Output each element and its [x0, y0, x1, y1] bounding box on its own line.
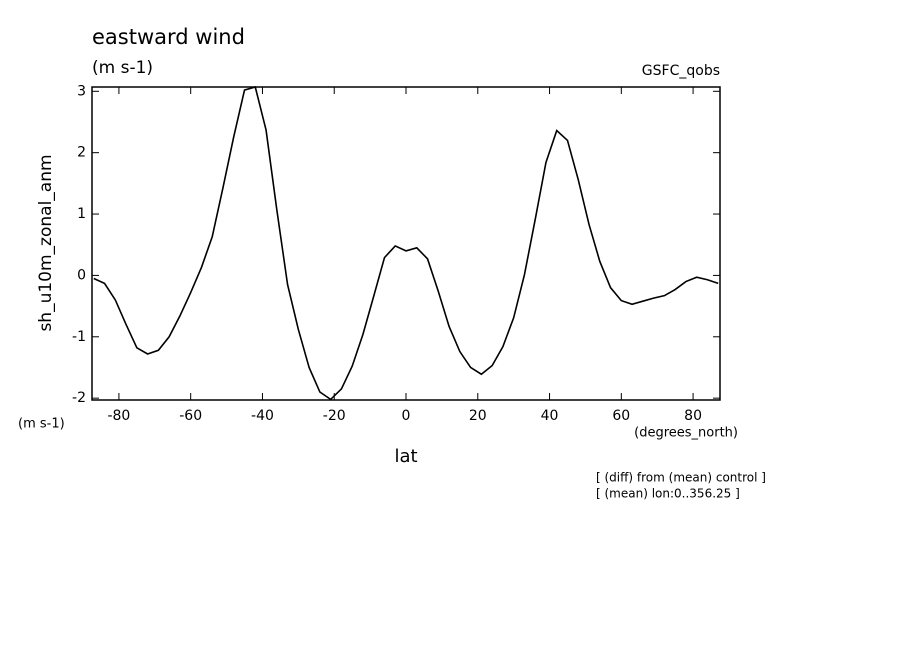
y-units: (m s-1) — [18, 417, 65, 432]
y-axis-label: sh_u10m_zonal_anm — [36, 154, 56, 331]
note: [ (mean) lon:0..356.25 ] — [596, 487, 740, 501]
chart-title: eastward wind — [92, 25, 245, 49]
x-tick-label: 0 — [402, 408, 411, 424]
note: [ (diff) from (mean) control ] — [596, 471, 766, 485]
x-axis-label: lat — [394, 446, 417, 467]
y-tick-label: -2 — [72, 390, 86, 406]
data-line — [93, 86, 719, 401]
x-tick-label: -80 — [107, 408, 130, 424]
x-tick-label: -60 — [179, 408, 202, 424]
x-tick-label: 20 — [469, 408, 487, 424]
y-tick-label: -1 — [72, 329, 86, 345]
x-tick-label: -40 — [251, 408, 274, 424]
y-tick-label: 1 — [77, 206, 86, 222]
y-tick-label: 3 — [77, 83, 86, 99]
x-tick-label: 80 — [684, 408, 702, 424]
y-tick-label: 0 — [77, 267, 86, 283]
y-tick-label: 2 — [77, 145, 86, 161]
units: (m s-1) — [92, 58, 153, 78]
x-tick-label: -20 — [323, 408, 346, 424]
x-units: (degrees_north) — [634, 426, 738, 441]
x-tick-label: 40 — [541, 408, 559, 424]
x-tick-label: 60 — [612, 408, 630, 424]
source: GSFC_qobs — [642, 63, 720, 79]
